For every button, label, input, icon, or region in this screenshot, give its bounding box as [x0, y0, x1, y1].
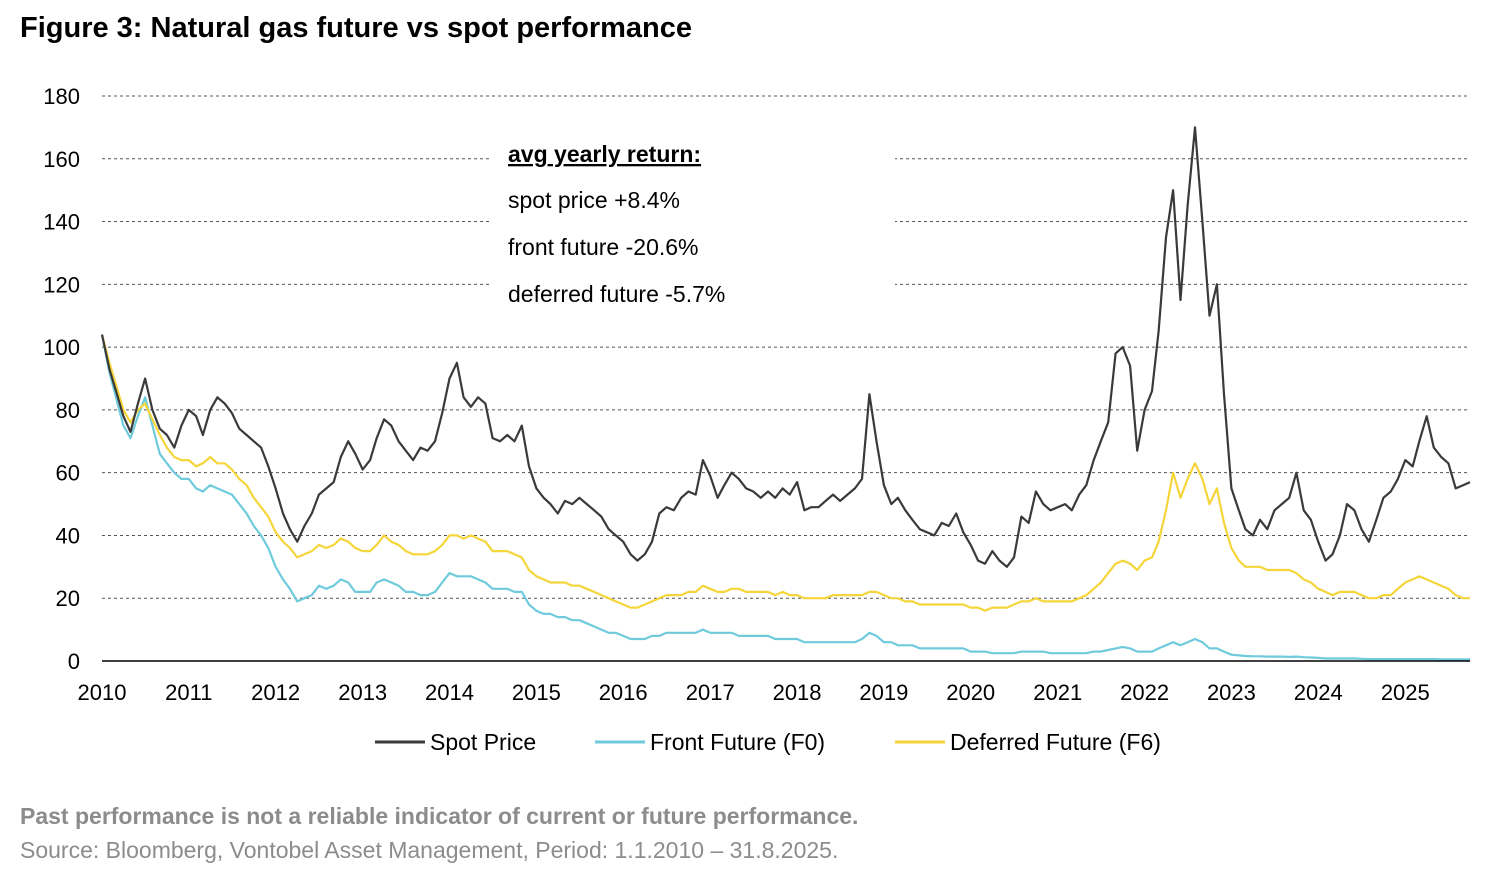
annotation-line-front: front future -20.6% — [508, 234, 699, 260]
x-tick-label: 2014 — [425, 680, 474, 705]
x-tick-label: 2015 — [512, 680, 561, 705]
y-tick-label: 40 — [56, 523, 80, 548]
x-tick-label: 2019 — [859, 680, 908, 705]
series-line-front-future-f0 — [100, 334, 1470, 661]
x-tick-label: 2025 — [1381, 680, 1430, 705]
series-line-deferred-future-f6 — [100, 334, 1470, 612]
y-tick-label: 0 — [68, 649, 80, 674]
x-tick-label: 2020 — [946, 680, 995, 705]
chart-title: Figure 3: Natural gas future vs spot per… — [20, 12, 692, 44]
y-tick-label: 100 — [43, 335, 80, 360]
annotation-heading: avg yearly return: — [508, 141, 701, 167]
y-tick-label: 140 — [43, 210, 80, 235]
y-tick-label: 80 — [56, 398, 80, 423]
legend: Spot Price Front Future (F0) Deferred Futu… — [375, 729, 1161, 755]
x-tick-label: 2016 — [599, 680, 648, 705]
y-tick-label: 180 — [43, 84, 80, 109]
series-lines — [100, 126, 1471, 661]
y-tick-label: 160 — [43, 147, 80, 172]
legend-label: Deferred Future (F6) — [950, 729, 1161, 755]
y-axis-ticks: 0 20 40 60 80 100 120 140 160 180 — [43, 84, 80, 674]
annotation-box — [490, 130, 895, 330]
x-tick-label: 2022 — [1120, 680, 1169, 705]
x-tick-label: 2017 — [686, 680, 735, 705]
x-tick-label: 2024 — [1294, 680, 1343, 705]
source-note: Source: Bloomberg, Vontobel Asset Manage… — [20, 837, 839, 863]
legend-label: Front Future (F0) — [650, 729, 825, 755]
performance-disclaimer: Past performance is not a reliable indic… — [20, 803, 859, 829]
annotation-line-spot: spot price +8.4% — [508, 187, 680, 213]
x-tick-label: 2012 — [251, 680, 300, 705]
x-tick-label: 2010 — [78, 680, 127, 705]
annotation: avg yearly return: spot price +8.4% fron… — [508, 141, 725, 307]
legend-label: Spot Price — [430, 729, 536, 755]
annotation-line-deferred: deferred future -5.7% — [508, 281, 725, 307]
x-tick-label: 2018 — [773, 680, 822, 705]
y-tick-label: 60 — [56, 461, 80, 486]
x-axis-ticks: 2010 2011 2012 2013 2014 2015 2016 2017 2018 2019… — [78, 680, 1430, 705]
series-line-spot-price — [100, 126, 1471, 568]
y-tick-label: 120 — [43, 272, 80, 297]
y-tick-label: 20 — [56, 586, 80, 611]
x-tick-label: 2011 — [165, 680, 212, 705]
x-tick-label: 2013 — [338, 680, 387, 705]
x-tick-label: 2021 — [1033, 680, 1082, 705]
x-tick-label: 2023 — [1207, 680, 1256, 705]
